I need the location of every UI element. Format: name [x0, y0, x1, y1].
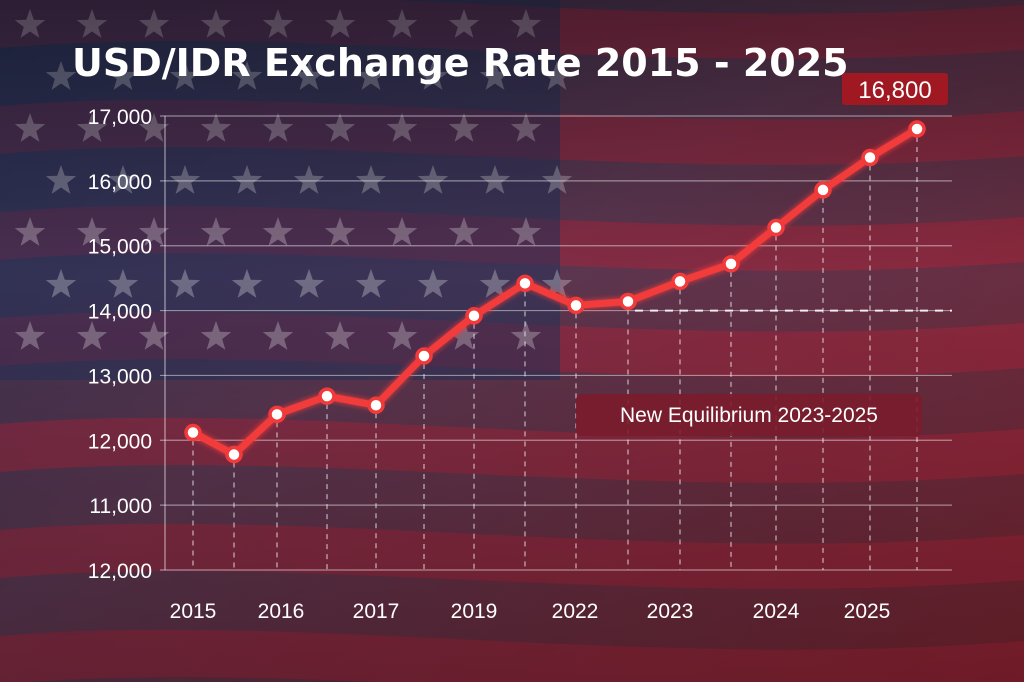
data-point: [268, 405, 286, 424]
x-tick-label: 2023: [647, 600, 694, 623]
data-point: [567, 296, 585, 315]
y-tick-label: 15,000: [88, 236, 152, 259]
x-tick-label: 2019: [451, 600, 498, 623]
x-tick-label: 2024: [753, 600, 800, 623]
x-tick-label: 2025: [844, 600, 891, 623]
y-tick-label: 12,000: [88, 430, 152, 453]
data-point: [318, 387, 336, 405]
data-point: [225, 445, 243, 464]
y-tick-label: 16,000: [88, 171, 152, 194]
peak-badge: 16,800: [842, 73, 948, 105]
y-tick-label: 12,000: [88, 560, 152, 583]
data-point: [516, 274, 534, 293]
x-tick-label: 2016: [258, 600, 305, 623]
chart-title: USD/IDR Exchange Rate 2015 - 2025: [72, 41, 849, 85]
x-tick-label: 2022: [552, 600, 599, 623]
data-point: [465, 307, 483, 325]
x-tick-label: 2017: [353, 600, 400, 623]
y-tick-label: 14,000: [88, 301, 152, 324]
peak-value-label: 16,800: [858, 77, 931, 104]
grid-lines: [160, 115, 952, 571]
data-point: [671, 272, 689, 291]
data-point: [415, 347, 433, 365]
data-point: [367, 396, 385, 415]
series-usd-idr: [184, 120, 926, 464]
y-tick-label: 17,000: [88, 106, 152, 129]
y-axis-ticks: 17,000 16,000 15,000 14,000 13,000 12,000 11,0…: [88, 106, 152, 583]
data-point: [908, 120, 926, 138]
data-point: [861, 148, 879, 167]
data-point: [767, 218, 785, 237]
data-point: [814, 181, 832, 199]
x-axis-ticks: 2015 2016 2017 2019 2022 2023 2024 2025: [170, 600, 891, 623]
data-point: [619, 292, 637, 311]
series-line: [189, 125, 921, 459]
data-point: [722, 255, 740, 273]
annotation-label: New Equilibrium 2023-2025: [620, 404, 878, 427]
x-tick-label: 2015: [170, 600, 217, 623]
y-tick-label: 13,000: [88, 365, 152, 388]
point-drop-lines: [192, 136, 918, 570]
data-point: [184, 423, 202, 442]
annotation-box: New Equilibrium 2023-2025: [576, 394, 922, 436]
y-tick-label: 11,000: [89, 495, 152, 518]
